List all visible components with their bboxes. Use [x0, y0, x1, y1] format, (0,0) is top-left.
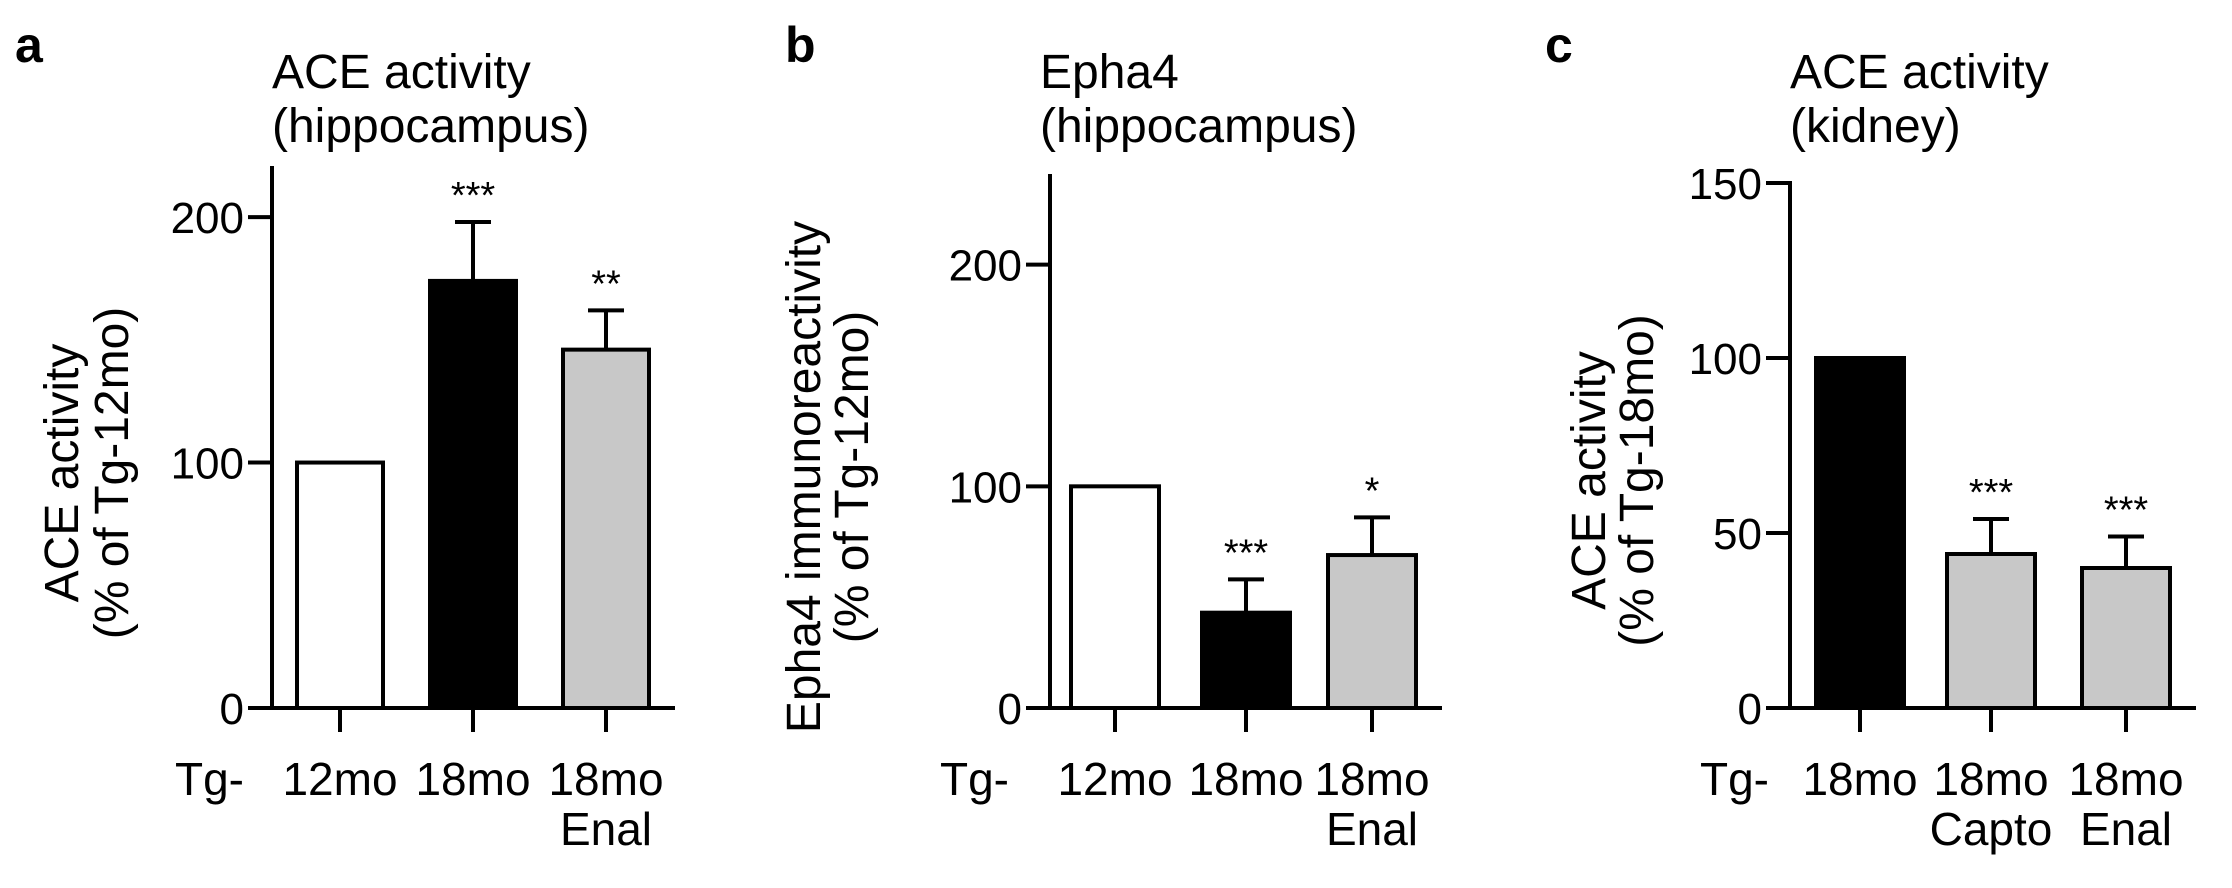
panel-c: c ACE activity(kidney)ACE activity(% of T…	[1545, 17, 2196, 855]
panel-a: a ACE activity(hippocampus)ACE activity(%…	[15, 17, 675, 855]
x-category-label: 18mo	[415, 753, 530, 805]
x-category-label: 18mo	[2068, 753, 2183, 805]
chart-title-line: (hippocampus)	[272, 100, 589, 153]
significance-label: ***	[451, 175, 496, 217]
x-category-label: Enal	[560, 803, 652, 855]
x-category-prefix: Tg-	[175, 753, 244, 805]
chart-title-line: (kidney)	[1790, 100, 1961, 153]
x-category-label: Enal	[1326, 803, 1418, 855]
x-category-label: 18mo	[1188, 753, 1303, 805]
y-tick-label: 0	[220, 685, 244, 734]
y-tick-label: 50	[1713, 510, 1762, 559]
y-tick-label: 100	[171, 440, 244, 489]
panel-letter: b	[785, 17, 816, 73]
chart-title-line: ACE activity	[272, 46, 531, 99]
x-category-label: 18mo	[1933, 753, 2048, 805]
bar	[1814, 356, 1906, 710]
y-tick-label: 100	[1689, 335, 1762, 384]
y-axis-label-line: ACE activity	[1563, 351, 1616, 610]
bar	[1200, 610, 1292, 711]
y-tick-label: 150	[1689, 160, 1762, 209]
bar	[1069, 484, 1161, 711]
x-category-label: 12mo	[1057, 753, 1172, 805]
y-axis-label-line: (% of Tg-12mo)	[86, 307, 139, 640]
y-tick-label: 200	[949, 242, 1022, 291]
x-category-label: 12mo	[282, 753, 397, 805]
y-tick-label: 100	[949, 463, 1022, 512]
chart-title-line: Epha4	[1040, 46, 1179, 99]
significance-label: ***	[1224, 532, 1269, 574]
x-category-prefix: Tg-	[940, 753, 1009, 805]
bar	[2080, 566, 2172, 710]
panel-letter: c	[1545, 17, 1573, 73]
chart-title-line: (hippocampus)	[1040, 100, 1357, 153]
significance-label: ***	[2104, 490, 2149, 532]
bar	[1945, 552, 2037, 710]
y-tick-label: 0	[998, 685, 1022, 734]
bar	[428, 278, 518, 710]
y-axis-label-line: (% of Tg-18mo)	[1611, 314, 1664, 647]
panel-letter: a	[15, 17, 44, 73]
y-axis-label-line: Epha4 immunoreactivity	[778, 221, 831, 733]
y-tick-label: 200	[171, 194, 244, 243]
significance-label: **	[591, 263, 621, 305]
y-axis-label-line: (% of Tg-12mo)	[826, 311, 879, 644]
x-category-label: Enal	[2080, 803, 2172, 855]
panel-b: b Epha4(hippocampus) Epha4 immunoreactivit…	[778, 17, 1442, 855]
y-axis-label-line: ACE activity	[36, 344, 89, 603]
bar	[1326, 553, 1418, 710]
chart-title-line: ACE activity	[1790, 46, 2049, 99]
y-tick-label: 0	[1738, 685, 1762, 734]
bar	[295, 460, 385, 710]
x-category-prefix: Tg-	[1700, 753, 1769, 805]
x-category-label: Capto	[1930, 803, 2053, 855]
significance-label: *	[1365, 470, 1380, 512]
x-category-label: 18mo	[1314, 753, 1429, 805]
x-category-label: 18mo	[548, 753, 663, 805]
significance-label: ***	[1969, 472, 2014, 514]
x-category-label: 18mo	[1802, 753, 1917, 805]
bar	[561, 347, 651, 710]
